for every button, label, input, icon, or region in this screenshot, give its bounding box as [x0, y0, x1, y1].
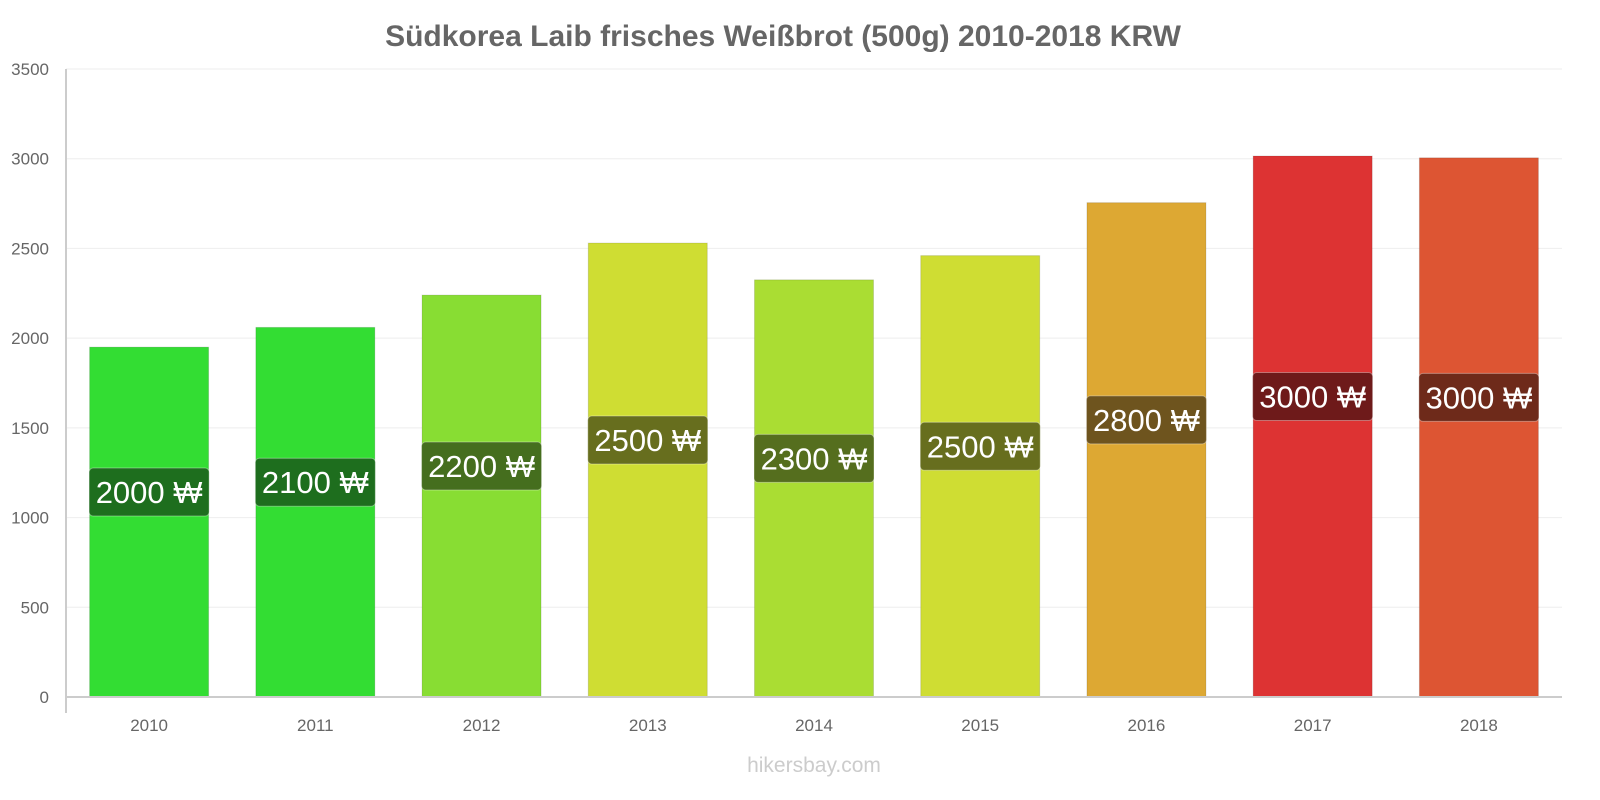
bar-2018[interactable]: [1418, 157, 1539, 698]
data-label: 2000 ₩: [96, 475, 203, 510]
data-label: 3000 ₩: [1425, 380, 1532, 415]
data-label-box: [1252, 372, 1374, 422]
bar-2017[interactable]: [1252, 155, 1373, 698]
data-label: 2300 ₩: [761, 441, 868, 476]
y-tick-label: 2500: [11, 239, 49, 258]
data-label-box: [753, 433, 875, 483]
x-tick-label: 2017: [1294, 716, 1332, 735]
data-label-box: [1418, 372, 1540, 422]
data-label: 2500 ₩: [594, 423, 701, 458]
x-tick-label: 2014: [795, 716, 833, 735]
bar-2010[interactable]: [89, 346, 210, 698]
x-tick-label: 2018: [1460, 716, 1498, 735]
x-tick-label: 2010: [130, 716, 168, 735]
data-label-box: [587, 415, 709, 465]
data-label-box: [919, 421, 1041, 471]
watermark: hikersbay.com: [747, 754, 881, 777]
y-tick-label: 500: [21, 598, 49, 617]
data-label-box: [88, 467, 210, 517]
x-tick-label: 2015: [961, 716, 999, 735]
bar-2016[interactable]: [1086, 202, 1207, 698]
y-axis-ticks: 0 500 1000 1500 2000 2500 3000 3500: [11, 60, 49, 707]
data-label: 3000 ₩: [1259, 380, 1366, 415]
bars: [89, 155, 1539, 698]
y-tick-label: 1000: [11, 509, 49, 528]
data-label: 2500 ₩: [927, 429, 1034, 464]
y-tick-label: 3000: [11, 150, 49, 169]
y-tick-label: 1500: [11, 419, 49, 438]
data-label: 2200 ₩: [428, 449, 535, 484]
data-label-box: [254, 457, 376, 507]
data-label-box: [421, 441, 543, 491]
y-tick-label: 2000: [11, 329, 49, 348]
data-labels: 2000 ₩ 2100 ₩ 2200 ₩ 2500 ₩ 2300 ₩ 2500 ₩ 2800…: [88, 372, 1540, 517]
x-axis-ticks: 2010 2011 2012 2013 2014 2015 2016 2017 2018: [130, 716, 1498, 735]
x-tick-label: 2012: [463, 716, 501, 735]
data-label-box: [1085, 395, 1207, 445]
bar-2011[interactable]: [255, 326, 376, 698]
x-tick-label: 2016: [1128, 716, 1166, 735]
bar-2012[interactable]: [421, 294, 542, 698]
x-tick-label: 2011: [297, 716, 334, 735]
chart-title: Südkorea Laib frisches Weißbrot (500g) 2…: [385, 20, 1182, 53]
x-tick-label: 2013: [629, 716, 667, 735]
data-label: 2100 ₩: [262, 465, 369, 500]
y-tick-label: 3500: [11, 60, 49, 79]
y-tick-label: 0: [40, 688, 49, 707]
data-label: 2800 ₩: [1093, 403, 1200, 438]
bar-2015[interactable]: [920, 255, 1041, 698]
bar-2014[interactable]: [754, 279, 874, 698]
bar-2013[interactable]: [587, 242, 708, 698]
